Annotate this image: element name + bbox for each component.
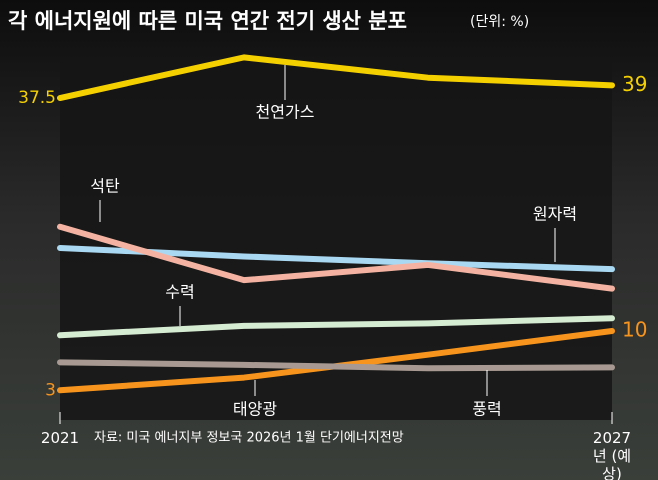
chart-title: 각 에너지원에 따른 미국 연간 전기 생산 분포 <box>8 9 407 33</box>
series-label: 수력 <box>165 283 194 302</box>
data-label: 39 <box>622 72 647 96</box>
data-label: 37.5 <box>18 88 56 108</box>
series-label: 원자력 <box>533 205 577 224</box>
series-label: 풍력 <box>472 400 501 419</box>
x-tick-label: 2021 <box>40 429 80 447</box>
chart-subtitle: (단위: %) <box>470 14 529 30</box>
series-line <box>57 54 615 102</box>
series-line <box>57 223 615 292</box>
data-label: 10 <box>622 317 647 341</box>
x-tick-label: 2027년 (예상) <box>592 429 632 480</box>
series-line <box>57 359 615 372</box>
series-label: 태양광 <box>233 400 277 419</box>
series-line <box>57 315 615 339</box>
series-label: 천연가스 <box>256 103 315 122</box>
series-label: 석탄 <box>90 177 120 196</box>
data-label: 3 <box>45 380 56 400</box>
source: 자료: 미국 에너지부 정보국 2026년 1월 단기에너지전망 <box>94 431 404 446</box>
plot-area <box>60 60 612 420</box>
